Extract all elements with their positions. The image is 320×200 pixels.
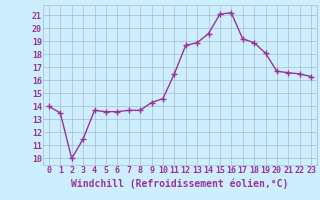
X-axis label: Windchill (Refroidissement éolien,°C): Windchill (Refroidissement éolien,°C) [71, 178, 289, 189]
